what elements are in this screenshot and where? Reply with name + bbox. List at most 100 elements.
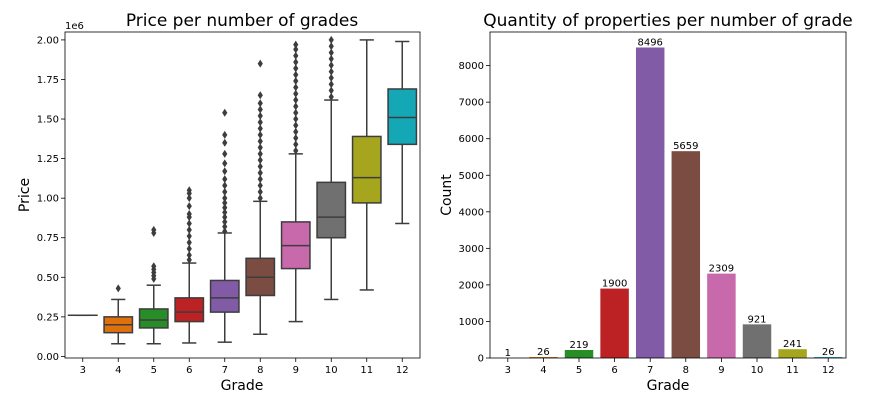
outlier-point (257, 181, 263, 190)
outlier-point (328, 35, 334, 44)
box-chart-y-label: Price (17, 178, 33, 212)
outlier-point (222, 175, 228, 184)
outlier-point (222, 187, 228, 196)
outlier-point (293, 134, 299, 143)
y-tick-label: 0.25 (37, 312, 59, 323)
bar-chart-axes (489, 31, 847, 359)
bar-grade-11 (778, 349, 807, 358)
outlier-point (293, 115, 299, 124)
x-tick-label: 7 (647, 365, 653, 376)
outlier-point (293, 83, 299, 92)
outlier-point (293, 102, 299, 111)
bar-value-label: 1900 (602, 279, 627, 290)
box-iqr (351, 135, 382, 204)
x-tick-label: 7 (222, 365, 228, 376)
bar-value-label: 219 (569, 340, 588, 351)
y-tick-label: 6000 (459, 134, 484, 145)
x-tick-label: 9 (718, 365, 724, 376)
x-tick-label: 5 (576, 365, 582, 376)
outlier-point (222, 181, 228, 190)
outlier-point (257, 130, 263, 139)
outlier-point (186, 209, 192, 218)
outlier-point (293, 77, 299, 86)
outlier-point (222, 167, 228, 176)
outlier-point (257, 111, 263, 120)
outlier-point (293, 70, 299, 79)
outlier-point (151, 225, 157, 234)
y-tick-label: 1.50 (37, 115, 59, 126)
outlier-point (186, 238, 192, 247)
outlier-point (328, 80, 334, 89)
bar-grade-8 (671, 151, 701, 358)
outlier-point (328, 86, 334, 95)
bar-value-label: 26 (537, 347, 550, 358)
outlier-point (257, 118, 263, 127)
bar-chart-y-label: Count (439, 174, 455, 216)
bar-value-label: 1 (505, 348, 511, 359)
bar-chart-bars (493, 47, 843, 358)
bar-value-label: 241 (783, 339, 802, 350)
box-chart-y-ticks: 0.00 0.25 0.50 0.75 1.00 1.25 1.50 1.75 2.00 (37, 35, 65, 363)
bar-chart-x-ticks: 3 4 5 6 7 8 9 10 11 12 (505, 358, 835, 376)
outlier-point (328, 67, 334, 76)
outlier-point (293, 89, 299, 98)
outlier-point (257, 194, 263, 203)
outlier-point (222, 108, 228, 117)
x-tick-label: 6 (186, 365, 192, 376)
box-grade-11 (351, 39, 382, 291)
x-tick-label: 6 (611, 365, 617, 376)
outlier-point (222, 217, 228, 226)
bar-chart: Quantity of properties per number of gra… (439, 11, 853, 394)
x-tick-label: 10 (325, 365, 338, 376)
bar-grade-6 (600, 288, 629, 358)
y-tick-label: 1.75 (37, 75, 59, 86)
outlier-point (186, 251, 192, 260)
box-chart-x-label: Grade (221, 378, 264, 394)
y-tick-label: 2.00 (37, 35, 59, 46)
outlier-point (222, 130, 228, 139)
outlier-point (293, 45, 299, 54)
box-chart-scale-label: 1e6 (65, 21, 84, 32)
bar-chart-data-labels: 1 26 219 1900 8496 5659 2309 921 241 26 (505, 37, 835, 358)
x-tick-label: 4 (540, 365, 546, 376)
box-chart-axes (64, 31, 421, 359)
box-iqr (316, 181, 347, 239)
x-tick-label: 3 (80, 365, 86, 376)
x-tick-label: 10 (751, 365, 764, 376)
outlier-point (257, 168, 263, 177)
y-tick-label: 3000 (459, 244, 484, 255)
y-tick-label: 5000 (459, 171, 484, 182)
box-grade-12 (387, 40, 418, 225)
x-tick-label: 8 (257, 365, 263, 376)
outlier-point (293, 96, 299, 105)
outlier-point (328, 48, 334, 57)
outlier-point (222, 194, 228, 203)
outlier-point (222, 208, 228, 217)
box-chart-boxes (67, 35, 418, 345)
outlier-point (186, 202, 192, 211)
outlier-point (222, 213, 228, 222)
outlier-point (257, 137, 263, 146)
outlier-point (186, 225, 192, 234)
outlier-point (222, 203, 228, 212)
x-tick-label: 11 (360, 365, 373, 376)
box-grade-7 (209, 108, 240, 343)
y-tick-label: 0.75 (37, 233, 59, 244)
outlier-point (328, 73, 334, 82)
outlier-point (328, 54, 334, 63)
box-chart-title: Price per number of grades (126, 11, 359, 31)
outlier-point (186, 244, 192, 253)
box-grade-5 (138, 225, 169, 345)
box-grade-8 (245, 59, 276, 336)
outlier-point (257, 99, 263, 108)
y-tick-label: 7000 (459, 98, 484, 109)
outlier-point (257, 162, 263, 171)
box-iqr (209, 279, 240, 313)
outlier-point (293, 127, 299, 136)
outlier-point (257, 175, 263, 184)
bar-grade-12 (813, 357, 843, 358)
outlier-point (186, 232, 192, 241)
y-tick-label: 0.50 (37, 273, 59, 284)
outlier-point (186, 255, 192, 264)
outlier-point (328, 42, 334, 51)
